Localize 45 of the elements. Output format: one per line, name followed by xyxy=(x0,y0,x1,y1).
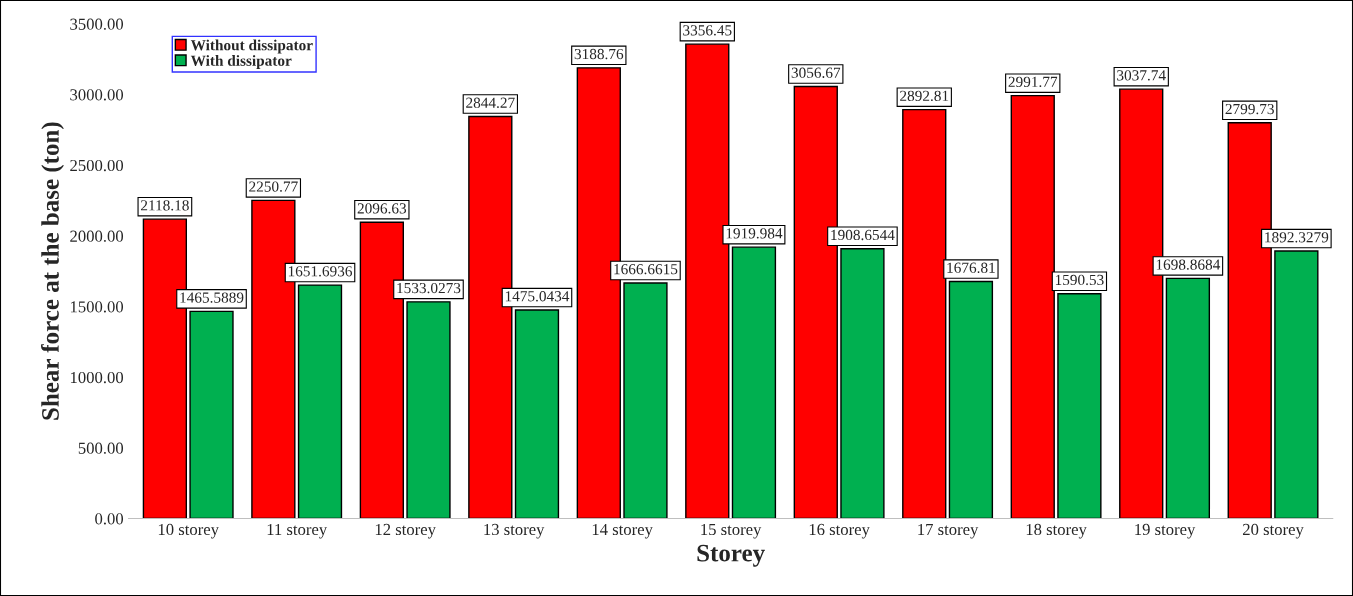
y-tick-label: 0.00 xyxy=(95,513,124,525)
data-label: 3037.74 xyxy=(1117,70,1166,81)
x-tick-label: 20 storey xyxy=(1242,523,1304,539)
x-tick-label: 13 storey xyxy=(484,523,545,539)
data-label: 2892.81 xyxy=(900,90,949,102)
x-axis-title: Storey xyxy=(697,544,765,567)
data-label: 1590.53 xyxy=(1055,274,1104,286)
x-tick-label: 14 storey xyxy=(592,523,653,539)
data-label: 3188.76 xyxy=(574,48,624,60)
y-tick-label: 1000.00 xyxy=(70,371,124,384)
data-label: 2250.77 xyxy=(249,181,298,192)
legend-label: Without dissipator xyxy=(190,39,313,54)
x-tick-label: 17 storey xyxy=(918,523,979,539)
x-tick-label: 19 storey xyxy=(1135,523,1196,539)
data-label: 2844.27 xyxy=(466,97,515,108)
y-tick-label: 2500.00 xyxy=(70,159,124,172)
x-tick-label: 16 storey xyxy=(809,523,870,539)
data-label: 2118.18 xyxy=(141,200,189,211)
data-label: 1533.0273 xyxy=(397,282,461,294)
data-label: 1919.984 xyxy=(726,228,783,239)
data-label: 1908.6544 xyxy=(831,229,895,241)
y-tick-label: 3500.00 xyxy=(70,18,124,30)
data-label: 3056.67 xyxy=(791,67,841,78)
x-tick-label: 12 storey xyxy=(375,523,436,539)
data-label: 2799.73 xyxy=(1225,103,1274,115)
data-label: 3356.45 xyxy=(683,25,732,36)
data-label: 1651.6936 xyxy=(288,266,353,277)
data-label: 1892.3279 xyxy=(1265,232,1329,243)
y-tick-label: 1500.00 xyxy=(70,301,124,313)
data-label: 2991.77 xyxy=(1008,76,1058,88)
data-label: 1465.5889 xyxy=(180,292,244,303)
x-tick-label: 15 storey xyxy=(701,523,762,539)
data-label: 1666.6615 xyxy=(614,264,678,275)
x-tick-label: 11 storey xyxy=(267,523,328,539)
data-label: 1676.81 xyxy=(947,262,995,273)
data-label: 1698.8684 xyxy=(1156,259,1221,270)
data-label: 1475.0434 xyxy=(505,291,570,302)
y-tick-label: 500.00 xyxy=(78,442,124,454)
legend-label: With dissipator xyxy=(190,55,292,69)
y-tick-label: 2000.00 xyxy=(70,230,124,242)
x-tick-label: 10 storey xyxy=(158,523,219,539)
x-tick-label: 18 storey xyxy=(1026,523,1087,539)
y-tick-label: 3000.00 xyxy=(70,89,124,101)
y-axis-title: Shear force at the base (ton) xyxy=(41,122,64,420)
data-label: 2096.63 xyxy=(357,203,407,214)
